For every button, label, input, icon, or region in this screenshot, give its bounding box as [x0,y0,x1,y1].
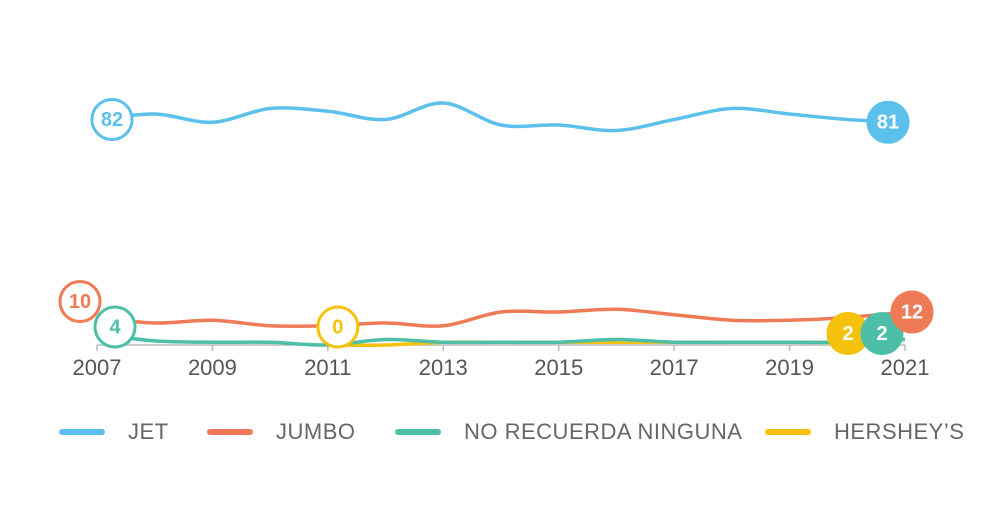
value-marker [890,290,934,334]
legend-label: JET [128,419,169,444]
value-marker [93,305,137,349]
x-tick-label: 2017 [650,355,699,380]
value-marker [58,280,102,323]
legend-label: HERSHEY’S [834,419,964,444]
line [96,332,906,347]
x-tick-label: 2019 [765,355,814,380]
line [96,101,906,133]
value-marker [90,98,134,141]
legend-label: NO RECUERDA NINGUNA [464,419,742,444]
legend-label: JUMBO [276,419,356,444]
value-label: 12 [901,301,923,323]
value-label: 82 [101,109,123,131]
value-label: 2 [876,323,887,345]
x-tick-label: 2015 [534,355,583,380]
value-label: 81 [877,112,899,134]
value-marker [316,305,360,349]
value-label: 10 [69,291,91,313]
x-tick-label: 2021 [881,355,930,380]
x-tick-label: 2009 [188,355,237,380]
value-label: 0 [332,316,343,338]
line [96,307,906,329]
value-marker [860,312,904,355]
value-marker [866,100,910,144]
x-tick-label: 2013 [419,355,468,380]
value-label: 4 [109,316,121,338]
x-tick-label: 2007 [73,355,122,380]
value-label: 2 [842,323,853,345]
x-tick-label: 2011 [304,355,351,380]
